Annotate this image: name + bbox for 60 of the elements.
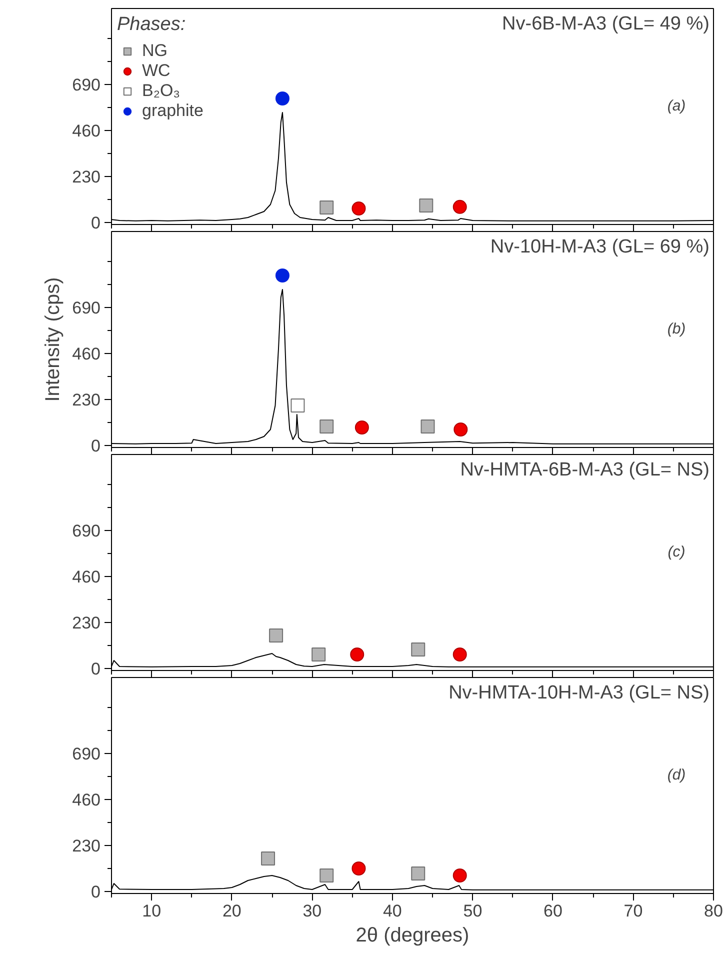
point xyxy=(269,628,284,642)
y-tick-label: 230 xyxy=(72,614,101,632)
y-tick-label: 690 xyxy=(72,744,101,764)
point xyxy=(352,202,366,216)
y-tick-label: 690 xyxy=(72,522,101,540)
x-tick-label: 60 xyxy=(544,902,562,920)
point xyxy=(452,200,467,214)
text: B₂O₃ xyxy=(142,81,180,101)
y-tick-label: 460 xyxy=(72,790,101,810)
x-tick-label: 70 xyxy=(624,902,643,920)
y-tick-label: 690 xyxy=(72,76,101,94)
point xyxy=(320,420,334,434)
point xyxy=(320,868,334,882)
point xyxy=(275,92,290,106)
annotation: (b) xyxy=(667,320,686,338)
point xyxy=(290,398,305,412)
y-tick-label: 230 xyxy=(72,390,101,410)
point xyxy=(261,852,276,866)
y-tick-label: 460 xyxy=(72,568,101,586)
x-tick-label: 50 xyxy=(463,902,482,920)
legend-label: graphite xyxy=(142,101,204,121)
annotation: Nv-HMTA-10H-M-A3 (GL= NS) xyxy=(448,682,710,704)
annotation: Nv-6B-M-A3 (GL= 49 %) xyxy=(502,14,710,34)
y-tick-label: 690 xyxy=(72,298,101,318)
x-tick-label: 10 xyxy=(142,902,162,920)
annotation: Nv-HMTA-6B-M-A3 (GL= NS) xyxy=(460,460,710,480)
point xyxy=(320,200,334,214)
point xyxy=(420,420,435,434)
annotation: Nv-10H-M-A3 (GL= 69 %) xyxy=(490,236,710,258)
point xyxy=(354,420,369,434)
legend-label: NG xyxy=(142,41,168,61)
x-tick-label: 40 xyxy=(382,902,402,920)
point xyxy=(350,648,364,662)
y-tick-label: 460 xyxy=(72,344,101,364)
legend-label: WC xyxy=(142,61,170,81)
annotation: (a) xyxy=(667,98,686,114)
annotation: (d) xyxy=(667,766,686,784)
point xyxy=(312,648,326,662)
y-tick-label: 230 xyxy=(72,836,101,856)
point xyxy=(419,198,434,212)
point xyxy=(411,642,426,656)
y-tick-label: 0 xyxy=(91,214,101,232)
x-tick-label: 30 xyxy=(302,902,322,920)
x-axis-title: 2θ (degrees) xyxy=(356,924,470,946)
x-tick-label: 80 xyxy=(704,902,723,920)
y-tick-label: 230 xyxy=(72,168,101,186)
y-axis-title: Intensity (cps) xyxy=(42,277,64,402)
point xyxy=(275,268,290,282)
y-tick-label: 0 xyxy=(91,660,101,678)
x-tick-label: 20 xyxy=(222,902,242,920)
point xyxy=(352,862,366,876)
point xyxy=(452,868,467,882)
point xyxy=(411,866,426,880)
point xyxy=(454,422,468,436)
annotation: (c) xyxy=(668,544,686,560)
y-tick-label: 460 xyxy=(72,122,101,140)
y-tick-label: 0 xyxy=(91,436,101,456)
point xyxy=(452,648,467,662)
y-tick-label: 0 xyxy=(91,882,101,902)
legend-title: Phases: xyxy=(117,14,187,36)
